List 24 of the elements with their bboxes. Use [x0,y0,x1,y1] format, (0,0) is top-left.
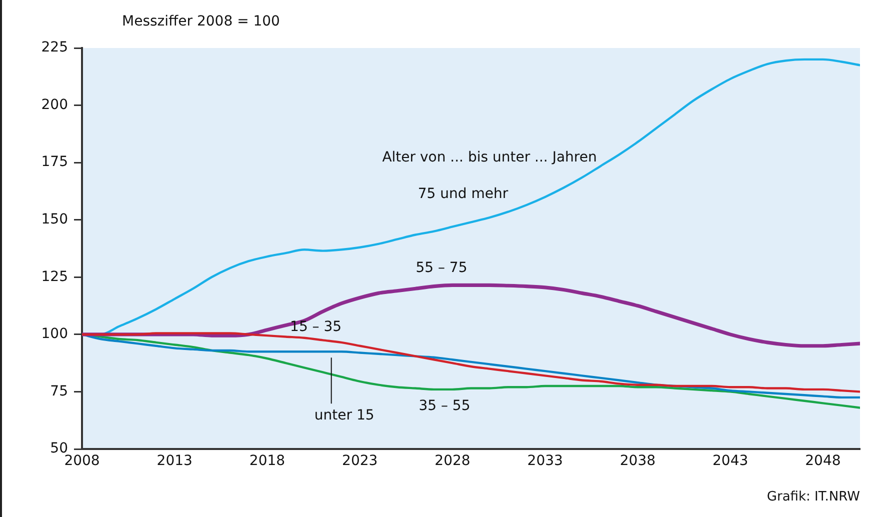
y-tick-label: 225 [41,40,68,56]
series-label: 75 und mehr [418,186,508,202]
y-tick-label: 75 [50,383,68,400]
y-tick-label: 100 [41,326,68,342]
legend-title: Alter von ... bis unter ... Jahren [382,150,597,166]
y-tick-label: 125 [41,268,68,285]
y-tick-label: 150 [41,212,68,228]
series-label: 55 – 75 [416,260,468,276]
series-label: 15 – 35 [290,318,342,335]
x-tick-label: 2028 [434,453,470,470]
x-tick-label: 2013 [156,453,192,470]
x-tick-label: 2033 [527,453,563,470]
x-tick-label: 2008 [64,453,100,470]
x-tick-label: 2018 [249,453,286,470]
series-label: 35 – 55 [418,398,470,414]
x-tick-label: 2048 [805,453,841,470]
y-tick-label: 175 [41,154,68,170]
text: Grafik: IT.NRW [766,489,860,504]
y-axis-title: Messziffer 2008 = 100 [122,14,280,30]
x-tick-label: 2038 [620,453,656,470]
y-tick-label: 200 [41,96,68,113]
x-tick-label: 2023 [342,453,378,470]
x-tick-label: 2043 [712,453,748,470]
text: unter 15 [314,407,374,424]
